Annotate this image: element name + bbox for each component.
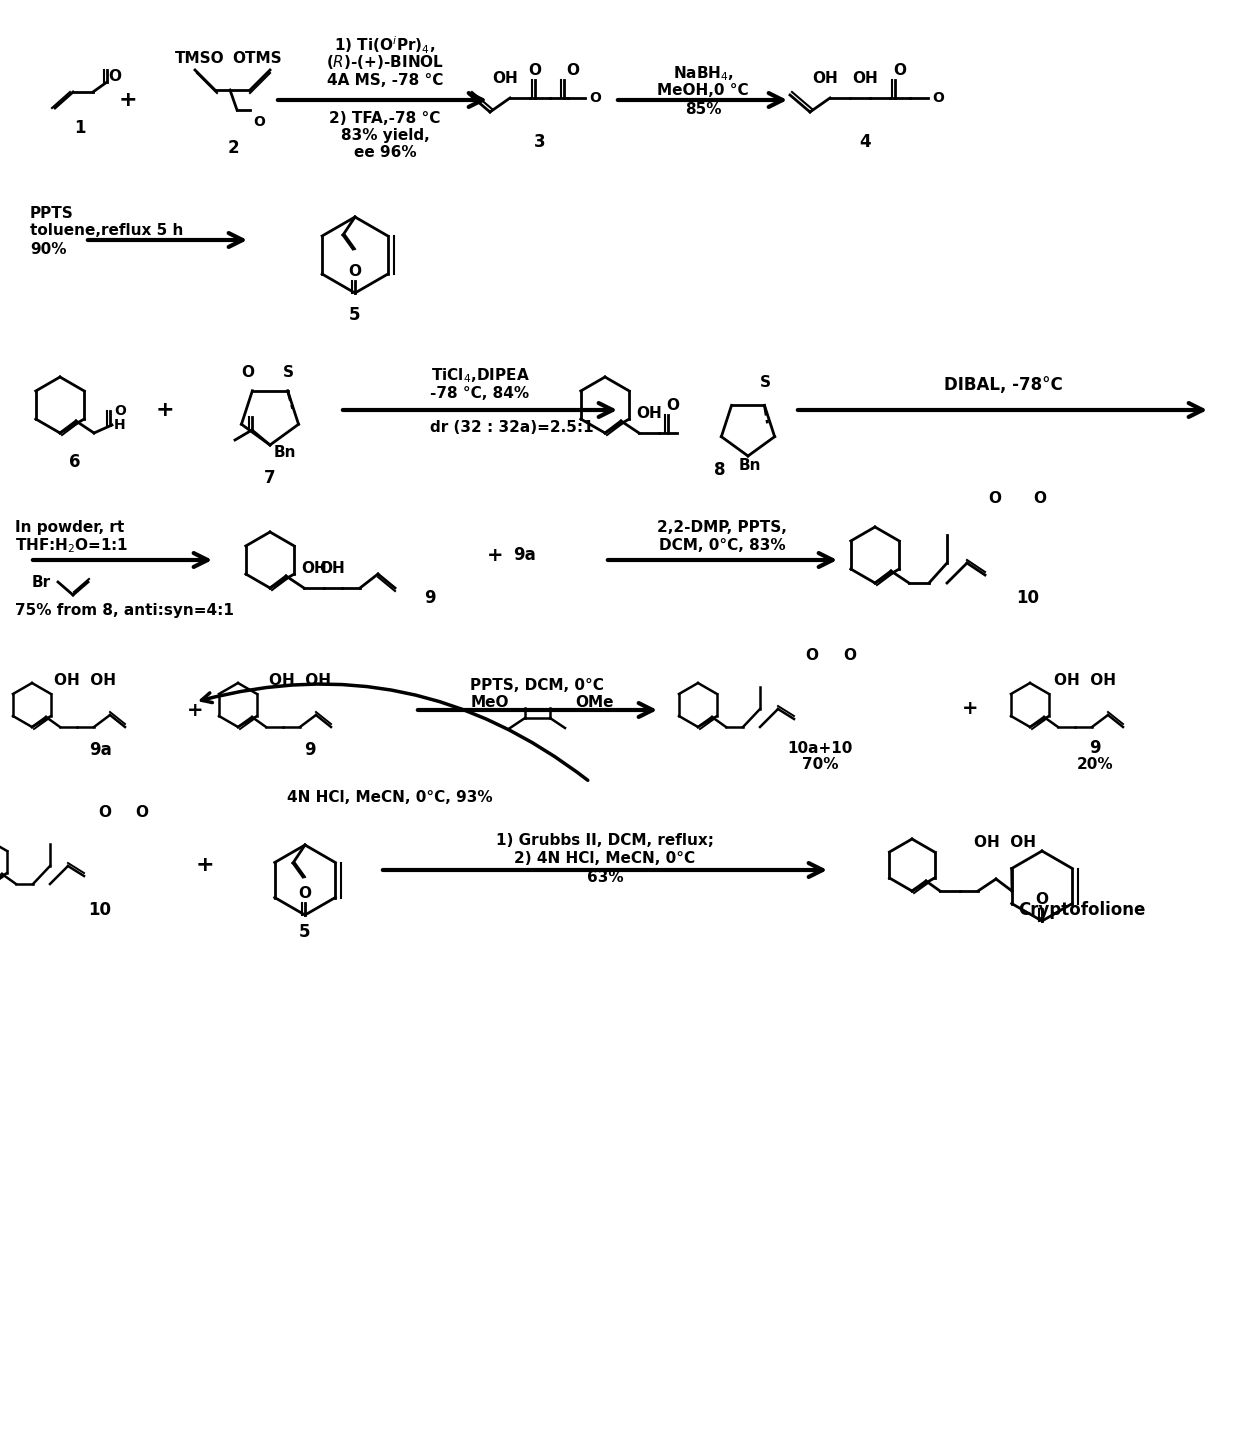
Text: 75% from 8, anti:syn=4:1: 75% from 8, anti:syn=4:1 — [15, 603, 234, 618]
Text: 9: 9 — [304, 741, 316, 759]
Text: O: O — [299, 885, 311, 901]
Text: ee 96%: ee 96% — [353, 144, 417, 160]
Text: 4A MS, -78 °C: 4A MS, -78 °C — [327, 73, 443, 87]
Text: Br: Br — [32, 575, 51, 589]
Text: O: O — [894, 63, 906, 77]
Text: 90%: 90% — [30, 242, 67, 257]
Text: O: O — [109, 69, 122, 83]
Text: O: O — [135, 805, 149, 819]
Text: OTMS: OTMS — [232, 50, 281, 66]
Text: +: + — [487, 545, 503, 565]
Text: OH: OH — [492, 70, 518, 86]
Text: TMSO: TMSO — [175, 50, 224, 66]
Text: 5: 5 — [299, 922, 311, 941]
Text: OH: OH — [812, 70, 838, 86]
Text: Bn: Bn — [739, 458, 761, 472]
Text: 1) Ti(O$^i$Pr)$_4$,: 1) Ti(O$^i$Pr)$_4$, — [335, 34, 435, 56]
Text: 5: 5 — [350, 306, 361, 325]
Text: O: O — [567, 63, 579, 77]
Text: 9a: 9a — [513, 546, 537, 563]
Text: 4N HCl, MeCN, 0°C, 93%: 4N HCl, MeCN, 0°C, 93% — [288, 789, 492, 805]
Text: 7: 7 — [264, 469, 275, 488]
Text: 10: 10 — [1017, 589, 1039, 606]
Text: O: O — [932, 92, 944, 104]
Text: O: O — [1033, 490, 1047, 505]
Text: O: O — [806, 648, 818, 662]
Text: 6: 6 — [69, 453, 81, 470]
Text: 9: 9 — [1089, 739, 1101, 756]
Text: MeOH,0 °C: MeOH,0 °C — [657, 83, 749, 99]
Text: MeO: MeO — [471, 695, 510, 711]
Text: OH  OH: OH OH — [973, 835, 1035, 849]
Text: Bn: Bn — [274, 445, 296, 459]
Text: 9a: 9a — [88, 741, 112, 759]
Text: 1: 1 — [74, 119, 86, 137]
Text: 20%: 20% — [1076, 756, 1114, 772]
Text: O: O — [1035, 891, 1049, 907]
Text: O: O — [348, 263, 362, 279]
Text: NaBH$_4$,: NaBH$_4$, — [672, 64, 734, 83]
Text: O: O — [98, 805, 112, 819]
Text: O: O — [988, 490, 1002, 505]
Text: 2: 2 — [227, 139, 239, 157]
Text: 1) Grubbs II, DCM, reflux;: 1) Grubbs II, DCM, reflux; — [496, 834, 714, 848]
Text: +: + — [119, 90, 138, 110]
Text: DIBAL, -78°C: DIBAL, -78°C — [944, 376, 1063, 395]
Text: 85%: 85% — [684, 102, 722, 117]
Text: PPTS, DCM, 0°C: PPTS, DCM, 0°C — [470, 678, 604, 694]
Text: In powder, rt: In powder, rt — [15, 521, 124, 535]
Text: S: S — [283, 365, 294, 379]
Text: dr (32 : 32a)=2.5:1: dr (32 : 32a)=2.5:1 — [430, 420, 594, 435]
Text: 63%: 63% — [587, 869, 624, 885]
Text: O: O — [114, 405, 126, 418]
Text: 9: 9 — [424, 589, 435, 606]
Text: PPTS: PPTS — [30, 206, 73, 222]
Text: THF:H$_2$O=1:1: THF:H$_2$O=1:1 — [15, 536, 128, 555]
Text: 10a+10: 10a+10 — [787, 741, 853, 755]
Text: OH: OH — [636, 406, 662, 420]
Text: OH: OH — [852, 70, 878, 86]
Text: O: O — [843, 648, 857, 662]
Text: OH: OH — [319, 561, 345, 575]
Text: TiCl$_4$,DIPEA: TiCl$_4$,DIPEA — [430, 366, 529, 385]
Text: ($R$)-(+)-BINOL: ($R$)-(+)-BINOL — [326, 53, 444, 72]
Text: +: + — [187, 701, 203, 719]
Text: H: H — [114, 418, 125, 432]
Text: 2,2-DMP, PPTS,: 2,2-DMP, PPTS, — [657, 521, 787, 535]
Text: Cryptofolione: Cryptofolione — [1018, 901, 1146, 919]
Text: +: + — [962, 698, 978, 718]
Text: 4: 4 — [859, 133, 870, 152]
Text: OH  OH: OH OH — [55, 672, 117, 688]
Text: OH: OH — [301, 561, 327, 575]
Text: OH  OH: OH OH — [1054, 672, 1116, 688]
Text: toluene,reflux 5 h: toluene,reflux 5 h — [30, 223, 184, 237]
Text: OH  OH: OH OH — [269, 672, 331, 688]
Text: +: + — [156, 400, 175, 420]
Text: 70%: 70% — [802, 756, 838, 772]
Text: S: S — [759, 375, 770, 389]
Text: 8: 8 — [714, 460, 725, 479]
Text: O: O — [528, 63, 542, 77]
Text: 3: 3 — [534, 133, 546, 152]
Text: 2) 4N HCl, MeCN, 0°C: 2) 4N HCl, MeCN, 0°C — [515, 851, 696, 867]
Text: +: + — [196, 855, 215, 875]
Text: DCM, 0°C, 83%: DCM, 0°C, 83% — [658, 538, 785, 553]
Text: 2) TFA,-78 °C: 2) TFA,-78 °C — [330, 110, 440, 126]
Text: 83% yield,: 83% yield, — [341, 127, 429, 143]
Text: 10: 10 — [88, 901, 112, 919]
Text: O: O — [667, 398, 680, 412]
Text: -78 °C, 84%: -78 °C, 84% — [430, 386, 529, 400]
Text: O: O — [253, 114, 265, 129]
Text: O: O — [242, 365, 254, 379]
Text: OMe: OMe — [575, 695, 614, 711]
Text: O: O — [589, 92, 601, 104]
